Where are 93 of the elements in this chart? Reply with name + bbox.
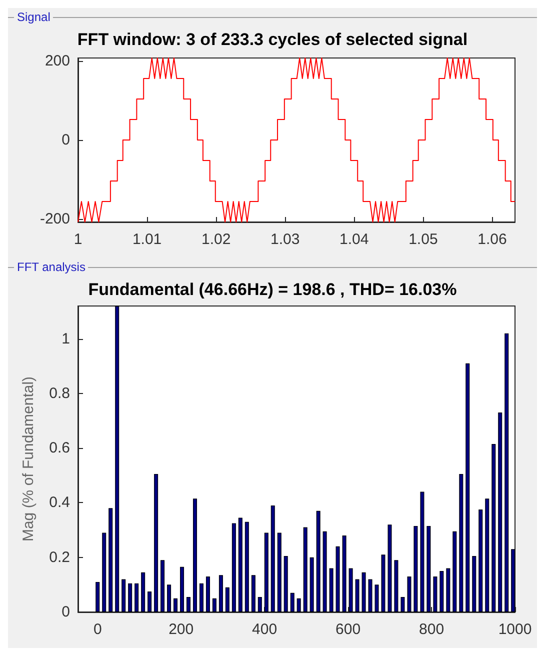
text: FFT analysis <box>14 260 88 274</box>
bar <box>355 579 360 612</box>
bar <box>492 444 496 612</box>
bar <box>407 576 412 612</box>
bar <box>134 583 139 612</box>
bar <box>258 596 262 612</box>
bar <box>284 556 288 612</box>
bar <box>478 510 483 612</box>
x-tick-label: 200 <box>168 621 194 638</box>
bar <box>459 474 464 612</box>
bar <box>381 554 386 612</box>
bar <box>316 510 320 612</box>
bar <box>433 576 438 612</box>
bar <box>420 492 424 612</box>
y-tick-label: 0.6 <box>49 440 70 457</box>
x-tick-label: 0 <box>93 621 102 638</box>
x-tick-label: 1000 <box>498 621 532 638</box>
bar <box>374 584 379 612</box>
bar <box>180 566 184 612</box>
bar <box>128 583 132 612</box>
bar <box>199 583 204 612</box>
bar <box>452 531 457 612</box>
bar <box>108 508 113 612</box>
bar <box>251 575 256 612</box>
x-tick-label: 600 <box>336 621 361 638</box>
y-tick-label: 0 <box>62 604 70 620</box>
bar <box>244 522 249 612</box>
bar <box>303 527 308 612</box>
bar <box>206 576 210 612</box>
line-series <box>78 58 516 222</box>
bar <box>472 556 476 612</box>
x-tick-label: 1.04 <box>340 231 369 248</box>
bar <box>154 474 158 612</box>
bar <box>322 531 327 612</box>
bar <box>141 572 146 612</box>
x-tick-label: 800 <box>419 621 444 638</box>
text: Signal <box>14 10 54 24</box>
x-tick-label: 400 <box>252 621 278 638</box>
bar <box>122 579 126 612</box>
bar <box>440 571 444 612</box>
bar <box>394 560 398 612</box>
bar <box>238 518 242 612</box>
bar <box>362 572 366 612</box>
bar <box>368 579 372 612</box>
y-tick-label: 200 <box>44 52 70 70</box>
bar <box>504 333 509 612</box>
bar <box>511 549 516 612</box>
y-tick-label: 0.2 <box>49 548 70 566</box>
bar <box>414 526 418 612</box>
bar <box>446 568 450 612</box>
bar <box>277 532 282 612</box>
y-tick-label: 0 <box>62 132 70 148</box>
chart-title: Fundamental (46.66Hz) = 198.6 , THD= 16.03% <box>88 280 457 299</box>
y-tick-label: 0.8 <box>49 384 70 402</box>
y-tick-label: 0.4 <box>49 494 70 512</box>
bar <box>115 306 120 612</box>
bar <box>296 598 301 612</box>
bar <box>348 568 353 612</box>
x-tick-label: 1.05 <box>408 231 438 248</box>
bar <box>400 596 405 612</box>
bar <box>167 584 172 612</box>
chart-title: FFT window: 3 of 233.3 cycles of selected signal <box>77 30 468 49</box>
bar <box>192 498 197 612</box>
bar <box>232 523 236 612</box>
x-tick-label: 1.01 <box>132 231 162 248</box>
bar <box>96 582 100 612</box>
bar <box>160 560 165 612</box>
bar <box>342 536 346 612</box>
bar <box>218 575 223 612</box>
bar <box>388 524 392 612</box>
bar <box>485 498 490 612</box>
x-tick-label: 1.03 <box>270 231 300 248</box>
bar <box>498 412 502 612</box>
bar <box>264 532 268 612</box>
bar <box>102 532 106 612</box>
bar <box>270 505 275 612</box>
bar <box>212 598 216 612</box>
bar <box>466 363 470 612</box>
bar <box>336 546 340 612</box>
bar <box>225 587 230 612</box>
bar <box>426 526 431 612</box>
bar <box>310 557 314 612</box>
y-axis-title: Mag (% of Fundamental) <box>20 376 37 542</box>
bar <box>148 592 152 612</box>
bar <box>174 598 178 612</box>
bar <box>329 568 334 612</box>
bar <box>186 596 190 612</box>
x-tick-label: 1 <box>74 231 82 248</box>
y-tick-label: 1 <box>62 330 70 348</box>
y-tick-label: -200 <box>40 210 70 228</box>
x-tick-label: 1.06 <box>478 231 507 248</box>
x-tick-label: 1.02 <box>201 231 231 248</box>
bar <box>290 592 294 612</box>
